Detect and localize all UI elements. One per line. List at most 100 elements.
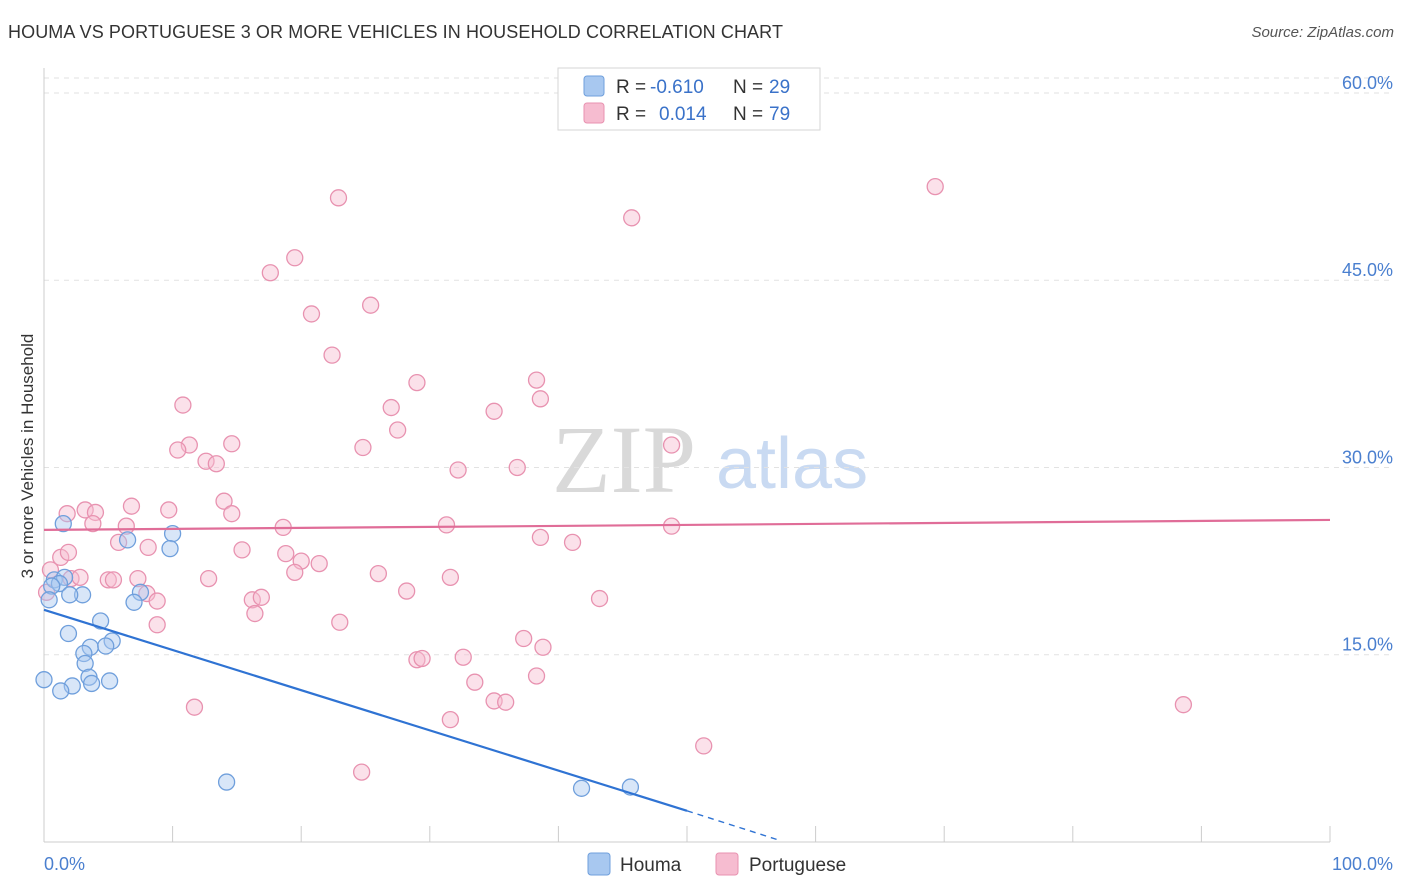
trend-lines (43, 518, 1331, 841)
y-axis-label: 3 or more Vehicles in Household (18, 334, 37, 579)
point-portuguese-14 (388, 421, 407, 439)
stats-swatch-houma (583, 75, 605, 97)
point-portuguese-25 (58, 505, 76, 523)
point-portuguese-5 (302, 305, 321, 323)
point-portuguese-43 (277, 544, 295, 563)
point-portuguese-9 (531, 390, 550, 408)
point-portuguese-45 (310, 554, 328, 573)
stats-r-label-portuguese: R = (616, 104, 646, 125)
point-houma-1 (118, 531, 137, 549)
point-houma-13 (91, 612, 110, 630)
point-houma-7 (43, 577, 61, 595)
point-portuguese-77 (1174, 696, 1193, 714)
point-portuguese-1 (329, 189, 348, 207)
point-portuguese-70 (454, 648, 472, 666)
point-houma-0 (54, 515, 72, 533)
point-portuguese-10 (527, 371, 546, 389)
point-portuguese-13 (174, 396, 192, 414)
point-houma-3 (161, 539, 179, 558)
point-houma-14 (59, 624, 78, 643)
point-portuguese-12 (485, 402, 503, 420)
point-portuguese-29 (160, 501, 178, 519)
point-portuguese-3 (286, 249, 304, 267)
point-portuguese-51 (104, 571, 123, 589)
trend-line-houma (43, 608, 688, 812)
point-portuguese-28 (122, 497, 141, 515)
source-credit: Source: ZipAtlas.com (1251, 24, 1394, 41)
stats-n-value-houma: 29 (769, 77, 790, 98)
point-portuguese-65 (148, 616, 166, 634)
watermark-atlas: atlas (716, 424, 868, 504)
point-portuguese-16 (223, 435, 241, 453)
stats-n-label-portuguese: N = (733, 104, 763, 125)
point-portuguese-55 (441, 568, 460, 586)
point-houma-26 (217, 773, 236, 791)
stats-n-value-portuguese: 79 (769, 104, 790, 125)
point-houma-27 (572, 779, 591, 797)
point-portuguese-59 (148, 592, 166, 610)
point-portuguese-67 (534, 638, 552, 656)
point-houma-10 (131, 583, 150, 601)
point-portuguese-20 (197, 452, 215, 470)
point-portuguese-34 (437, 516, 456, 534)
grid (44, 77, 1393, 656)
tick-labels: 0.0% 100.0% 15.0% 30.0% 45.0% 60.0% (44, 73, 1393, 874)
point-portuguese-69 (413, 649, 431, 668)
point-portuguese-21 (207, 455, 225, 473)
point-portuguese-64 (331, 613, 349, 631)
point-portuguese-0 (926, 177, 944, 196)
point-portuguese-7 (323, 346, 341, 364)
point-houma-17 (97, 637, 115, 655)
point-houma-8 (73, 586, 92, 604)
point-portuguese-49 (71, 568, 89, 586)
legend-swatch-portuguese (715, 852, 739, 876)
axes (43, 68, 1331, 843)
trend-line-portuguese (43, 518, 1331, 532)
point-portuguese-61 (252, 588, 270, 606)
point-portuguese-63 (246, 604, 264, 623)
trend-line-houma-extension (686, 810, 778, 841)
point-portuguese-38 (139, 538, 157, 557)
stats-r-value-portuguese: 0.014 (659, 104, 707, 125)
point-houma-23 (82, 674, 101, 693)
point-portuguese-75 (185, 698, 204, 716)
stats-swatch-portuguese (583, 102, 605, 124)
point-portuguese-53 (199, 569, 218, 588)
point-portuguese-46 (286, 563, 304, 581)
point-portuguese-39 (563, 533, 582, 552)
point-portuguese-2 (623, 209, 641, 227)
point-portuguese-42 (59, 543, 78, 562)
scatter-points (35, 177, 1193, 797)
point-portuguese-57 (398, 582, 416, 600)
point-houma-25 (52, 682, 70, 700)
point-portuguese-4 (261, 264, 279, 282)
point-portuguese-36 (531, 528, 550, 547)
point-portuguese-62 (590, 589, 609, 608)
series-legend: Houma Portuguese (587, 852, 846, 876)
stats-legend: R = -0.610 N = 29 R = 0.014 N = 79 (557, 67, 821, 131)
chart-title: HOUMA VS PORTUGUESE 3 OR MORE VEHICLES I… (8, 22, 784, 42)
y-tick-label-2: 45.0% (1342, 260, 1393, 280)
x-tick-label-1: 100.0% (1332, 854, 1393, 874)
point-houma-20 (35, 671, 53, 689)
point-portuguese-18 (354, 438, 372, 457)
point-houma-11 (40, 591, 58, 609)
point-portuguese-50 (99, 571, 117, 589)
point-portuguese-11 (382, 398, 400, 417)
point-houma-12 (125, 593, 143, 611)
watermark-zip: ZIP (552, 406, 696, 513)
point-portuguese-8 (408, 373, 426, 392)
point-portuguese-66 (515, 629, 533, 648)
stats-r-label-houma: R = (616, 77, 646, 98)
point-portuguese-17 (169, 441, 187, 459)
point-portuguese-71 (466, 673, 484, 691)
legend-swatch-houma (587, 852, 611, 876)
point-portuguese-78 (695, 737, 713, 755)
point-portuguese-23 (508, 458, 526, 477)
y-tick-label-1: 30.0% (1342, 447, 1393, 467)
point-portuguese-76 (441, 711, 460, 729)
point-portuguese-31 (84, 515, 102, 533)
point-portuguese-72 (527, 667, 546, 685)
x-tick-label-0: 0.0% (44, 854, 85, 874)
